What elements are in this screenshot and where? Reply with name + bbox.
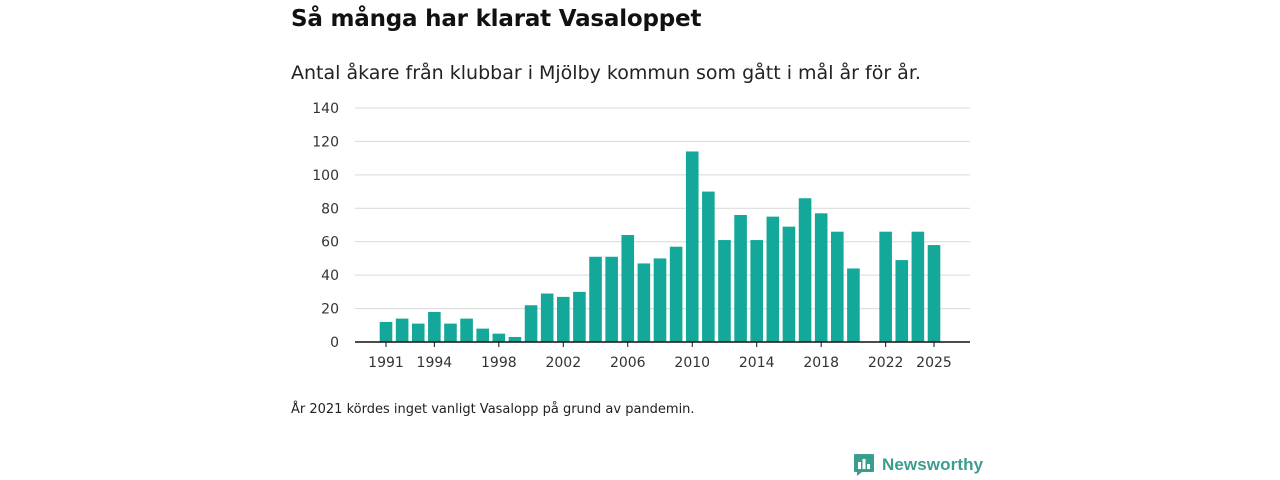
bar-2010 xyxy=(685,151,699,342)
bar-chart: 0 20 40 60 80 100 120 140 1991 1994 1998 2002 2006 20… xyxy=(312,101,970,371)
y-tick-label: 0 xyxy=(330,335,339,351)
x-tick-label: 2022 xyxy=(868,355,904,371)
footnote: År 2021 kördes inget vanligt Vasalopp på… xyxy=(291,402,695,417)
x-tick-label: 1994 xyxy=(417,355,453,371)
bar-2018 xyxy=(814,213,828,342)
bar-2024 xyxy=(911,231,925,342)
bar-1999 xyxy=(508,336,522,342)
x-tick-label: 2018 xyxy=(803,355,839,371)
bar-2015 xyxy=(766,216,780,342)
bar-2001 xyxy=(540,293,554,342)
y-tick-label: 20 xyxy=(321,302,339,318)
bar-2025 xyxy=(927,245,941,342)
bar-2004 xyxy=(589,256,602,342)
bar-2005 xyxy=(605,256,618,342)
bar-2002 xyxy=(556,296,570,342)
bar-2013 xyxy=(734,214,747,342)
x-tick-label: 2025 xyxy=(916,355,952,371)
bar-2011 xyxy=(702,191,715,342)
bar-2000 xyxy=(524,305,538,342)
bar-1992 xyxy=(395,318,409,342)
x-tick-label: 1991 xyxy=(368,355,404,371)
bar-2003 xyxy=(573,291,586,342)
bar-2009 xyxy=(669,246,683,342)
bars xyxy=(379,151,941,342)
x-tick-label: 2010 xyxy=(674,355,710,371)
y-tick-label: 100 xyxy=(312,168,339,184)
x-tick-label: 2006 xyxy=(610,355,646,371)
bar-2006 xyxy=(621,235,635,342)
bar-1996 xyxy=(460,318,473,342)
bar-2022 xyxy=(879,231,892,342)
y-tick-label: 140 xyxy=(312,101,339,117)
bar-2023 xyxy=(895,260,909,342)
y-tick-label: 80 xyxy=(321,201,339,217)
y-tick-label: 40 xyxy=(321,268,339,284)
bar-2017 xyxy=(798,198,812,342)
brand-name: Newsworthy xyxy=(882,455,984,474)
axes: 0 20 40 60 80 100 120 140 1991 1994 1998 2002 2006 20… xyxy=(312,101,970,371)
newsworthy-logo-icon xyxy=(854,454,874,476)
brand[interactable]: Newsworthy xyxy=(853,453,983,477)
x-tick-label: 2002 xyxy=(545,355,581,371)
bar-2016 xyxy=(782,226,796,342)
bar-2020 xyxy=(847,268,860,342)
bar-1993 xyxy=(411,323,425,342)
bar-2014 xyxy=(750,240,764,342)
bar-1997 xyxy=(476,328,490,342)
bar-2012 xyxy=(718,240,731,342)
y-tick-label: 120 xyxy=(312,134,339,150)
y-tick-label: 60 xyxy=(321,235,339,251)
bar-1991 xyxy=(379,321,393,342)
x-tick-label: 1998 xyxy=(481,355,517,371)
bar-1998 xyxy=(492,333,506,342)
chart-title: Så många har klarat Vasaloppet xyxy=(291,6,702,32)
bar-2008 xyxy=(653,258,667,342)
chart-subtitle: Antal åkare från klubbar i Mjölby kommun… xyxy=(291,62,921,84)
bar-2007 xyxy=(637,263,651,342)
bar-2019 xyxy=(830,231,844,342)
x-tick-label: 2014 xyxy=(739,355,775,371)
bar-1994 xyxy=(428,311,441,342)
bar-1995 xyxy=(444,323,457,342)
